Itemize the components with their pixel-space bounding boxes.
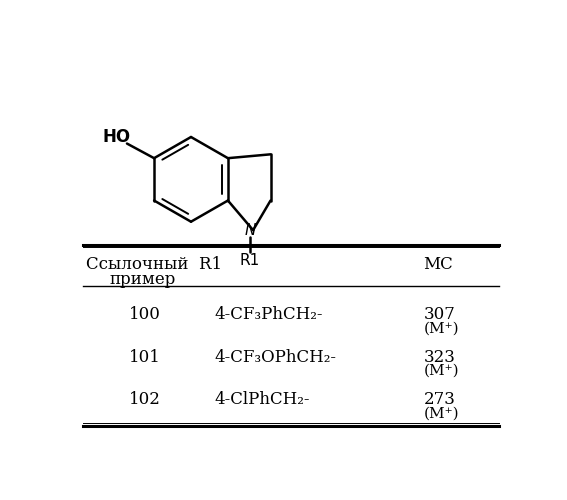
Text: 307: 307 — [424, 306, 455, 324]
Text: 323: 323 — [424, 349, 455, 366]
Text: 102: 102 — [129, 391, 160, 408]
Text: 4-ClPhCH₂-: 4-ClPhCH₂- — [214, 391, 310, 408]
Text: (M⁺): (M⁺) — [424, 364, 459, 378]
Text: R1: R1 — [240, 254, 260, 268]
Text: НО: НО — [103, 128, 131, 146]
Text: 100: 100 — [129, 306, 160, 324]
Text: N: N — [244, 224, 256, 238]
Text: 101: 101 — [129, 349, 160, 366]
Text: Ссылочный  R1: Ссылочный R1 — [86, 256, 222, 272]
Text: 4-CF₃OPhCH₂-: 4-CF₃OPhCH₂- — [214, 349, 336, 366]
Text: 273: 273 — [424, 391, 455, 408]
Text: пример: пример — [109, 271, 176, 288]
Text: (M⁺): (M⁺) — [424, 406, 459, 420]
Text: МС: МС — [424, 256, 453, 272]
Text: 4-CF₃PhCH₂-: 4-CF₃PhCH₂- — [214, 306, 323, 324]
Text: (M⁺): (M⁺) — [424, 322, 459, 336]
